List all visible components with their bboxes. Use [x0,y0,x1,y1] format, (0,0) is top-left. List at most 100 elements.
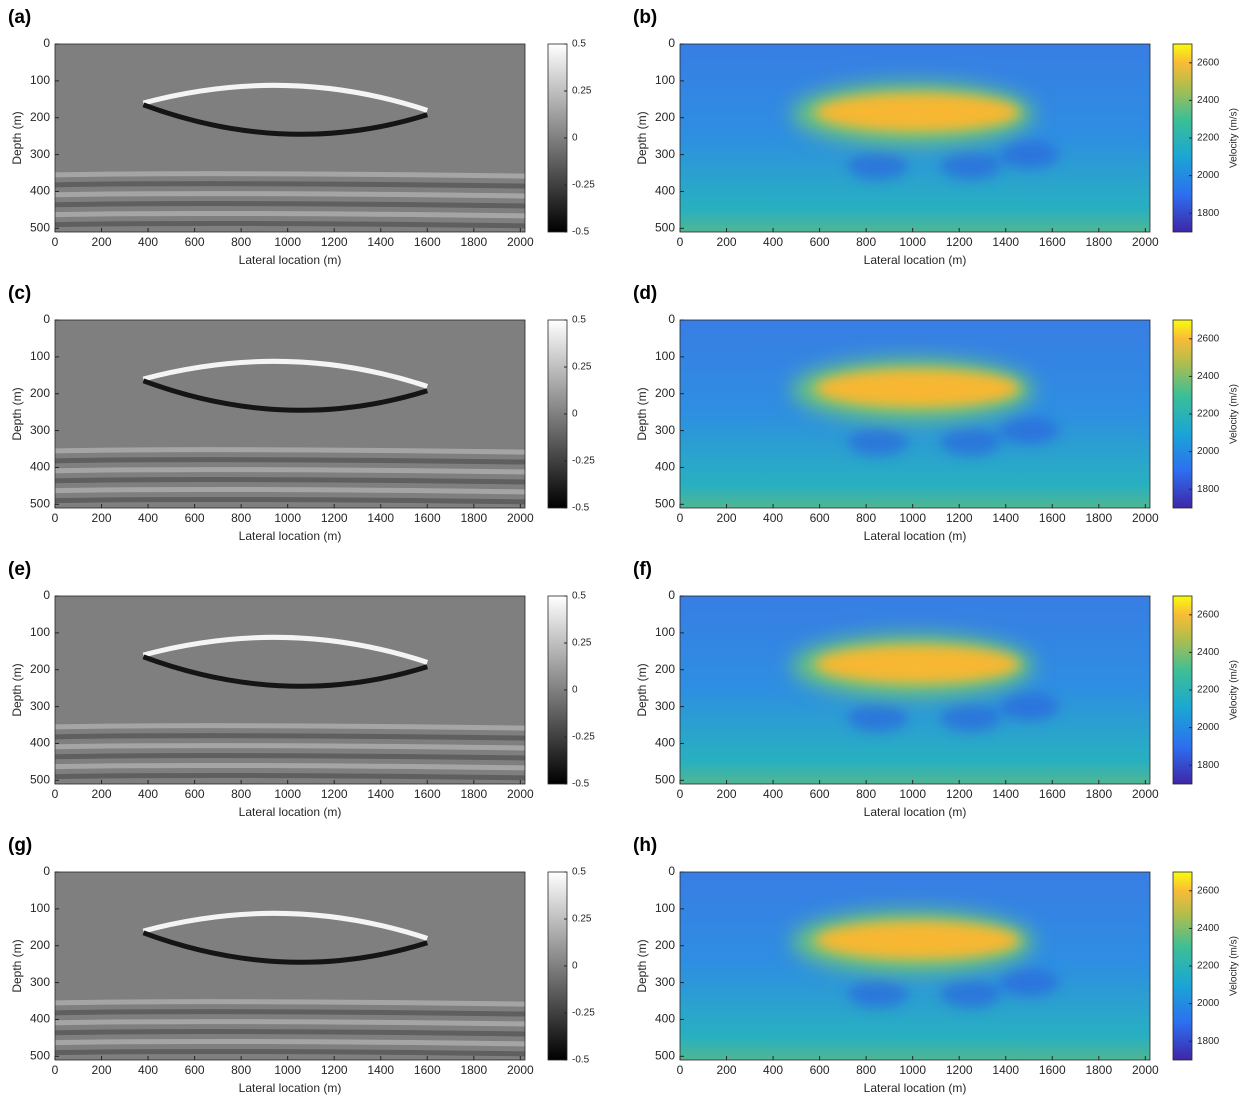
x-tick-label: 1000 [274,511,301,525]
colorbar-tick-label: 0 [572,685,578,696]
image [680,872,1150,1060]
image [55,872,525,1060]
x-axis-label: Lateral location (m) [239,805,342,819]
image-stripe [55,753,525,761]
image-anomaly [814,921,1020,960]
colorbar-tick-label: 2600 [1197,333,1220,344]
x-tick-label: 2000 [507,1063,534,1077]
colorbar-tick-label: 2200 [1197,685,1220,696]
colorbar-tick-label: 0 [572,961,578,972]
colorbar-tick-label: 2000 [1197,170,1220,181]
y-tick-label: 0 [668,36,675,50]
x-tick-label: 2000 [1132,235,1159,249]
x-tick-label: 400 [138,235,158,249]
colorbar-label: Velocity (m/s) [1229,660,1240,720]
x-tick-label: 800 [856,787,876,801]
image [55,320,525,508]
x-tick-label: 1400 [992,1063,1019,1077]
axes-frame [54,43,526,233]
colorbar-tick-label: 2000 [1197,446,1220,457]
x-tick-label: 1000 [274,787,301,801]
y-tick-label: 200 [655,386,675,400]
x-tick-label: 0 [52,787,59,801]
y-tick-label: 500 [30,496,50,510]
axes-frame [54,319,526,509]
image-anomaly [814,93,1020,132]
image-low-velocity [847,703,908,732]
y-tick-label: 200 [30,938,50,952]
x-tick-label: 600 [810,511,830,525]
colorbar-tick-label: -0.5 [572,227,590,238]
image-low-velocity [940,427,1001,456]
image-stripe [55,723,525,731]
image-stripe [55,191,525,199]
x-tick-label: 1600 [1039,1063,1066,1077]
x-tick-label: 400 [138,511,158,525]
panel-label: (e) [8,559,31,580]
colorbar-tick-label: 0 [572,409,578,420]
panel: (h)0 200 400 600 800 1000 1200 1400 1600 1800 2000… [633,835,1240,1095]
x-tick-label: 2000 [507,235,534,249]
y-tick-label: 300 [30,975,50,989]
image-low-velocity [847,427,908,456]
x-tick-label: 1400 [367,235,394,249]
colorbar-tick-label: 1800 [1197,1036,1220,1047]
image-stripe [55,1029,525,1037]
y-tick-label: 300 [30,699,50,713]
image-stripe [55,477,525,485]
x-tick-label: 800 [231,1063,251,1077]
image-low-velocity [847,979,908,1008]
image-reflector-bottom [142,654,429,689]
x-axis-label: Lateral location (m) [864,805,967,819]
image-stripe [55,1019,525,1027]
y-tick-label: 100 [30,73,50,87]
x-tick-label: 1600 [414,511,441,525]
image-reflector-bottom [142,378,429,413]
x-axis-label: Lateral location (m) [864,529,967,543]
x-tick-label: 800 [231,787,251,801]
colorbar-tick-label: -0.5 [572,1055,590,1066]
image-reflector-top [142,358,429,389]
x-tick-label: 600 [185,235,205,249]
y-tick-label: 300 [655,423,675,437]
x-tick-label: 0 [677,235,684,249]
image-stripe [55,772,525,781]
x-tick-label: 1800 [460,235,487,249]
colorbar-tick-label: -0.25 [572,732,595,743]
y-axis-label: Depth (m) [10,111,24,164]
image-stripe [55,457,525,465]
x-tick-label: 1200 [321,511,348,525]
panel-label: (c) [8,283,31,304]
x-tick-label: 1800 [1085,235,1112,249]
panel-label: (f) [633,559,652,580]
x-tick-label: 600 [185,511,205,525]
x-tick-label: 1800 [1085,511,1112,525]
panel: (a)0 200 400 600 800 1000 1200 1400 1600 1800 2000… [8,7,595,267]
x-tick-label: 2000 [507,511,534,525]
y-tick-label: 500 [655,772,675,786]
y-tick-label: 100 [655,73,675,87]
image-background [680,320,1150,508]
axes-frame [54,595,526,785]
image [680,320,1150,508]
x-tick-label: 600 [185,1063,205,1077]
colorbar-tick-label: 2200 [1197,409,1220,420]
x-tick-label: 600 [810,235,830,249]
y-tick-label: 400 [655,1012,675,1026]
colorbar-label: Velocity (m/s) [1229,108,1240,168]
y-tick-label: 0 [43,312,50,326]
image-background [55,44,525,232]
image-stripe [55,743,525,751]
y-tick-label: 400 [30,1012,50,1026]
x-tick-label: 0 [52,511,59,525]
image-stripe [55,171,525,179]
y-axis-label: Depth (m) [10,939,24,992]
x-tick-label: 1000 [274,1063,301,1077]
x-tick-label: 1800 [1085,1063,1112,1077]
y-tick-label: 400 [30,460,50,474]
axes-frame [679,871,1151,1061]
image-stripe [55,467,525,475]
panel: (b)0 200 400 600 800 1000 1200 1400 1600 1800 2000… [633,7,1240,267]
y-tick-label: 400 [655,736,675,750]
x-tick-label: 800 [231,235,251,249]
